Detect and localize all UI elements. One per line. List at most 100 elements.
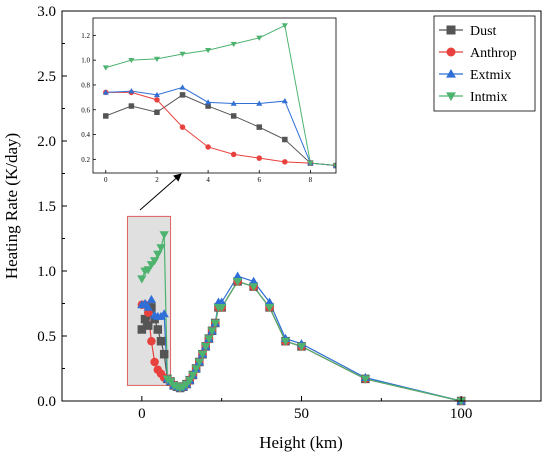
data-point-intmix: [197, 350, 208, 359]
inset-x-tick-label: 4: [206, 176, 210, 184]
inset-data-point-dust: [230, 113, 237, 119]
data-point-extmix: [232, 271, 243, 280]
data-point-extmix: [143, 302, 153, 311]
data-point-intmix: [264, 304, 275, 313]
inset-x-tick-label: 6: [258, 176, 262, 184]
inset-data-point-intmix: [102, 65, 109, 71]
data-point-intmix: [201, 343, 211, 352]
legend-marker-extmix: [446, 69, 456, 78]
data-point-intmix: [149, 257, 160, 266]
data-point-extmix: [264, 297, 275, 306]
inset-data-point-anthrop: [230, 151, 237, 158]
data-point-intmix: [360, 375, 371, 384]
data-point-intmix: [456, 397, 466, 406]
inset-plot: 0 2 4 6 8 0.2 0.4 0.6 0.8 1.0 1.2: [81, 17, 337, 184]
inset-series-line-anthrop: [105, 91, 336, 167]
data-point-dust: [159, 349, 169, 359]
inset-data-point-dust: [179, 92, 186, 98]
data-point-intmix: [153, 250, 163, 259]
data-point-extmix: [216, 297, 227, 306]
x-tick-label: 50: [294, 406, 309, 422]
data-point-dust: [143, 321, 153, 330]
inset-data-point-anthrop: [154, 97, 160, 103]
inset-series-line-extmix: [105, 86, 336, 167]
x-tick-label: 0: [138, 406, 146, 422]
inset-series: [102, 23, 336, 169]
data-point-extmix: [146, 294, 157, 303]
legend-marker-intmix: [446, 92, 456, 101]
data-point-extmix: [159, 309, 169, 318]
inset-data-point-extmix: [281, 98, 288, 104]
data-point-anthrop: [150, 357, 159, 367]
inset-data-point-anthrop: [282, 159, 288, 165]
data-point-intmix: [248, 283, 259, 292]
data-point-intmix: [185, 376, 195, 385]
data-point-anthrop: [147, 336, 156, 346]
inset-x-tick-label: 2: [155, 176, 159, 184]
inset-data-point-intmix: [281, 23, 288, 29]
inset-data-point-extmix: [230, 100, 237, 106]
data-point-dust: [153, 325, 163, 334]
inset-y-tick-label: 0.2: [81, 156, 90, 164]
y-axis-ticks: 0.0 0.5 1.0 1.5 2.0 2.5 3.0: [37, 4, 67, 410]
data-point-intmix: [280, 337, 291, 346]
data-point-intmix: [191, 365, 201, 374]
data-point-dust: [147, 303, 156, 312]
y-tick-label: 1.0: [37, 264, 56, 280]
inset-series-line-dust: [105, 94, 336, 167]
data-point-intmix: [143, 266, 153, 275]
legend-label-dust: Dust: [470, 24, 497, 39]
data-point-intmix: [296, 343, 307, 352]
y-tick-label: 0.5: [37, 329, 56, 345]
y-tick-label: 2.5: [37, 69, 56, 85]
inset-data-point-intmix: [307, 160, 314, 167]
legend-marker-anthrop: [446, 47, 456, 57]
inset-data-point-intmix: [153, 56, 160, 62]
inset-data-point-intmix: [256, 35, 263, 41]
y-tick-label: 1.5: [37, 199, 56, 215]
inset-data-point-dust: [103, 113, 109, 119]
zoom-arrow: [139, 173, 182, 211]
data-point-intmix: [194, 358, 204, 367]
inset-data-point-extmix: [205, 99, 212, 105]
legend-marker-dust: [446, 25, 456, 35]
data-point-intmix: [156, 244, 166, 253]
inset-y-tick-label: 0.8: [81, 81, 90, 89]
data-point-intmix: [210, 319, 220, 328]
inset-data-point-extmix: [179, 84, 186, 90]
inset-data-point-anthrop: [179, 124, 186, 130]
inset-data-point-dust: [256, 124, 263, 130]
data-point-dust: [137, 325, 147, 334]
inset-data-point-anthrop: [256, 155, 263, 161]
inset-data-point-extmix: [128, 88, 135, 94]
x-tick-label: 100: [450, 406, 473, 422]
data-point-intmix: [137, 275, 147, 284]
data-point-intmix: [204, 335, 214, 344]
inset-data-point-dust: [154, 109, 160, 115]
inset-data-point-intmix: [179, 51, 186, 57]
inset-data-point-dust: [205, 103, 211, 109]
inset-y-tick-label: 1.0: [81, 57, 90, 65]
inset-data-point-anthrop: [205, 144, 211, 150]
inset-data-point-intmix: [230, 41, 237, 48]
inset-frame: [92, 17, 337, 174]
inset-x-tick-label: 0: [104, 176, 108, 184]
data-point-intmix: [159, 231, 169, 240]
data-point-extmix: [248, 276, 259, 285]
inset-series-line-intmix: [105, 24, 336, 167]
main-plot-series: [137, 231, 466, 406]
legend-label-anthrop: Anthrop: [470, 46, 517, 61]
inset-data-point-intmix: [128, 57, 135, 64]
inset-data-point-extmix: [153, 91, 160, 98]
inset-data-point-extmix: [102, 89, 109, 95]
data-point-intmix: [207, 327, 217, 336]
inset-data-point-dust: [128, 103, 135, 109]
legend-label-intmix: Intmix: [470, 90, 507, 105]
inset-data-point-extmix: [256, 100, 263, 106]
inset-y-ticks: 0.2 0.4 0.6 0.8 1.0 1.2: [81, 32, 96, 164]
inset-y-tick-label: 0.4: [81, 131, 90, 139]
x-axis-ticks: 0 50 100: [138, 396, 472, 422]
inset-data-point-intmix: [205, 48, 212, 54]
inset-y-tick-label: 1.2: [81, 32, 90, 40]
